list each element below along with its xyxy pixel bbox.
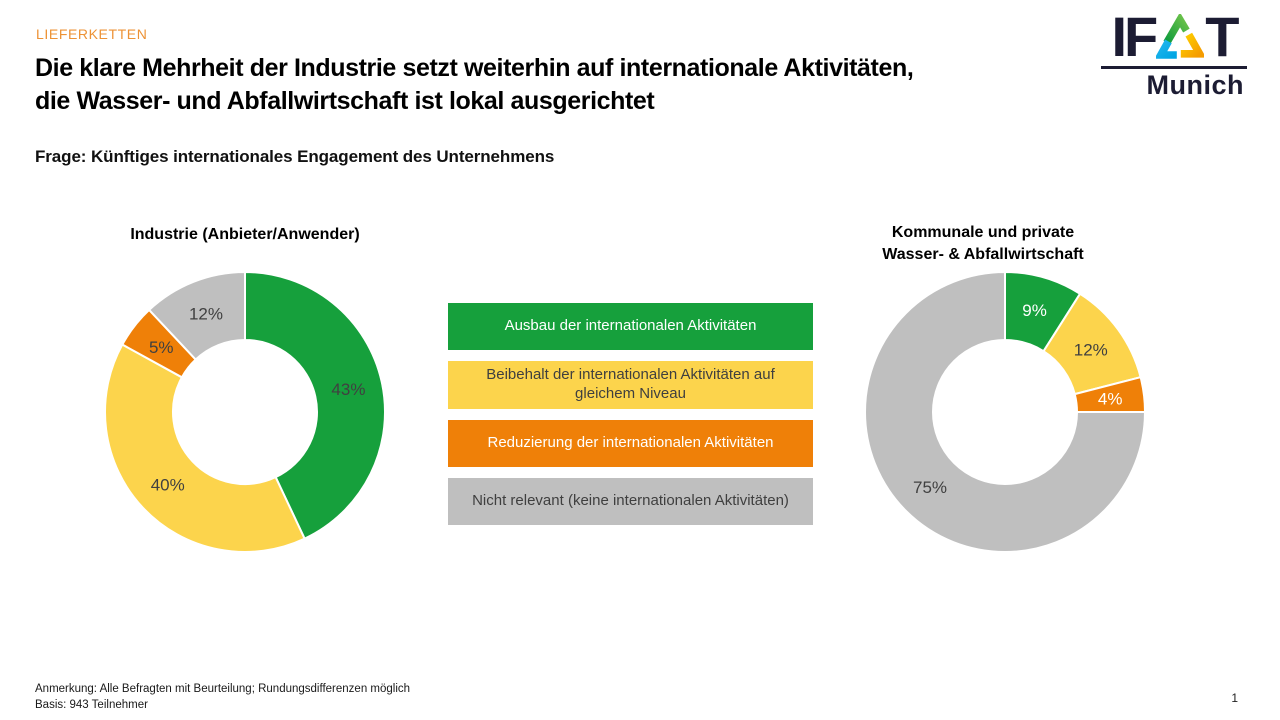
eyebrow-label: LIEFERKETTEN: [36, 26, 148, 42]
donut-slice-label: 4%: [1098, 390, 1123, 409]
logo-letters-if: IF: [1111, 5, 1159, 69]
legend: Ausbau der internationalen Aktivitäten B…: [448, 303, 813, 525]
donut-slice-label: 12%: [1074, 341, 1108, 360]
ifat-munich-logo: IF T Munich: [1101, 5, 1247, 100]
chart-title-wasserwirtschaft: Kommunale und private Wasser- & Abfallwi…: [882, 224, 1084, 263]
legend-item-reduzierung: Reduzierung der internationalen Aktivitä…: [448, 419, 813, 467]
legend-item-label: Nicht relevant (keine internationalen Ak…: [472, 491, 789, 509]
donut-slice-label: 75%: [913, 478, 947, 497]
legend-item-ausbau: Ausbau der internationalen Aktivitäten: [448, 303, 813, 350]
footnote-note: Anmerkung: Alle Befragten mit Beurteilun…: [35, 683, 411, 695]
donut-slice-label: 43%: [331, 380, 365, 399]
donut-slice: [104, 343, 306, 553]
question-subtitle: Frage: Künftiges internationales Engagem…: [35, 147, 555, 166]
slide-title: Die klare Mehrheit der Industrie setzt w…: [35, 52, 1085, 117]
donut-slice-label: 9%: [1022, 301, 1047, 320]
logo-wordmark: IF T: [1101, 5, 1247, 69]
donut-slice-label: 5%: [149, 338, 174, 357]
donut-slice: [864, 271, 1146, 553]
footnote: Anmerkung: Alle Befragten mit Beurteilun…: [35, 682, 410, 713]
slide-title-line2: die Wasser- und Abfallwirtschaft ist lok…: [35, 86, 655, 115]
logo-letter-t: T: [1205, 5, 1239, 69]
donut-slice-label: 40%: [151, 476, 185, 495]
donut-chart-wasserwirtschaft: 9% 12% 4% 75%: [864, 271, 1146, 553]
legend-item-nicht-relevant: Nicht relevant (keine internationalen Ak…: [448, 477, 813, 525]
footnote-basis: Basis: 943 Teilnehmer: [35, 698, 148, 711]
logo-divider: [1101, 66, 1247, 69]
legend-item-label: Ausbau der internationalen Aktivitäten: [504, 317, 757, 335]
donut-chart-industrie: 43% 40% 5% 12%: [104, 271, 386, 553]
chart-title-industrie: Industrie (Anbieter/Anwender): [130, 226, 360, 243]
slide-title-line1: Die klare Mehrheit der Industrie setzt w…: [35, 54, 914, 82]
legend-item-beibehalt: Beibehalt der internationalen Aktivitäte…: [448, 361, 813, 409]
logo-city-label: Munich: [1146, 70, 1244, 100]
donut-slice-label: 12%: [189, 304, 223, 323]
legend-item-label: Reduzierung der internationalen Aktivitä…: [487, 433, 774, 451]
legend-item-label: Beibehalt der internationalen Aktivitäte…: [486, 366, 775, 402]
page-number: 1: [1231, 691, 1238, 705]
logo-triangle-icon: [1156, 14, 1205, 59]
donut-slice: [148, 271, 246, 361]
donut-slice: [244, 271, 386, 540]
